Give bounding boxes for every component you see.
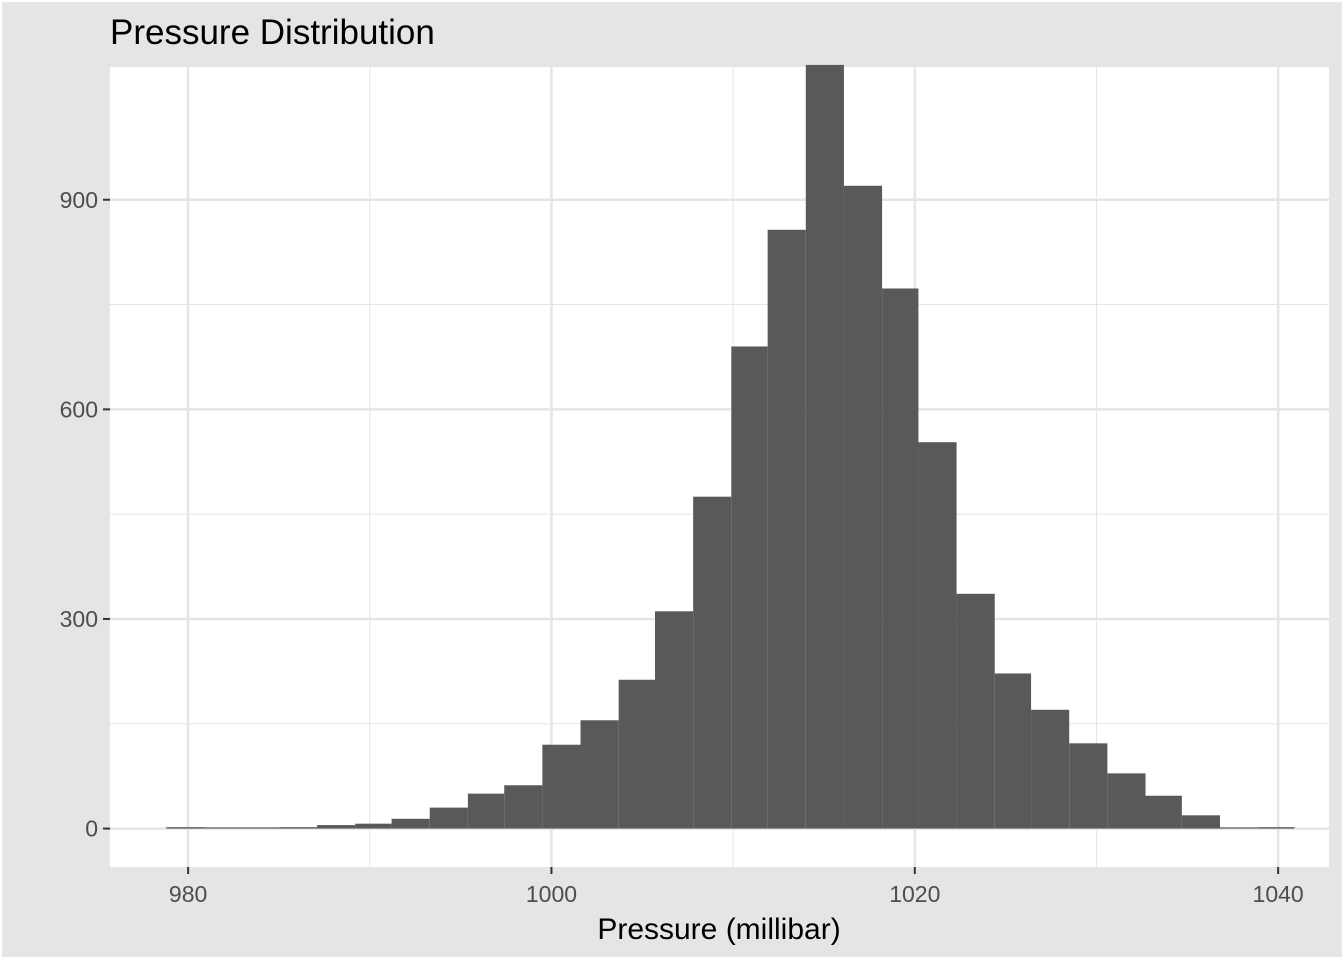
- histogram-bar: [767, 229, 806, 829]
- histogram-bar: [542, 744, 581, 829]
- x-axis-title: Pressure (millibar): [597, 913, 840, 946]
- histogram-bar: [504, 785, 543, 829]
- histogram-bar: [882, 288, 919, 829]
- histogram-bar: [240, 827, 279, 829]
- histogram-bar: [355, 823, 392, 829]
- histogram-bar: [317, 825, 356, 829]
- histogram-bar: [1107, 773, 1146, 829]
- x-tick-label: 1020: [889, 881, 940, 907]
- x-tick-label: 1040: [1253, 881, 1304, 907]
- histogram-bar: [429, 807, 468, 829]
- histogram-bar: [580, 720, 619, 829]
- histogram-bar: [805, 64, 844, 829]
- chart-title: Pressure Distribution: [110, 13, 435, 52]
- histogram-bar: [731, 346, 768, 829]
- histogram-bar: [655, 611, 694, 829]
- histogram-bar: [278, 827, 318, 829]
- histogram-bar: [1031, 709, 1070, 829]
- x-axis: 980 1000 1020 1040: [169, 867, 1304, 907]
- histogram-bar: [956, 593, 995, 829]
- histogram-bar: [166, 827, 205, 829]
- histogram-bar: [467, 793, 505, 829]
- y-tick-label: 900: [60, 187, 98, 213]
- histogram-bar: [1069, 743, 1108, 829]
- y-axis: 0 300 600 900: [60, 187, 110, 842]
- histogram-bar: [204, 827, 241, 829]
- histogram-bar: [918, 442, 957, 829]
- x-tick-label: 1000: [526, 881, 577, 907]
- histogram-bar: [1219, 827, 1259, 829]
- y-tick-label: 0: [85, 816, 98, 842]
- histogram-bars: [166, 64, 1295, 829]
- histogram-bar: [994, 673, 1032, 829]
- histogram-bar: [843, 185, 883, 829]
- y-tick-label: 600: [60, 396, 98, 422]
- histogram-bar: [1181, 815, 1220, 829]
- x-tick-label: 980: [169, 881, 207, 907]
- histogram-bar: [1258, 827, 1295, 829]
- histogram-bar: [693, 496, 732, 829]
- histogram-bar: [1145, 795, 1182, 829]
- y-tick-label: 300: [60, 606, 98, 632]
- histogram-bar: [391, 818, 430, 829]
- histogram-bar: [618, 679, 656, 829]
